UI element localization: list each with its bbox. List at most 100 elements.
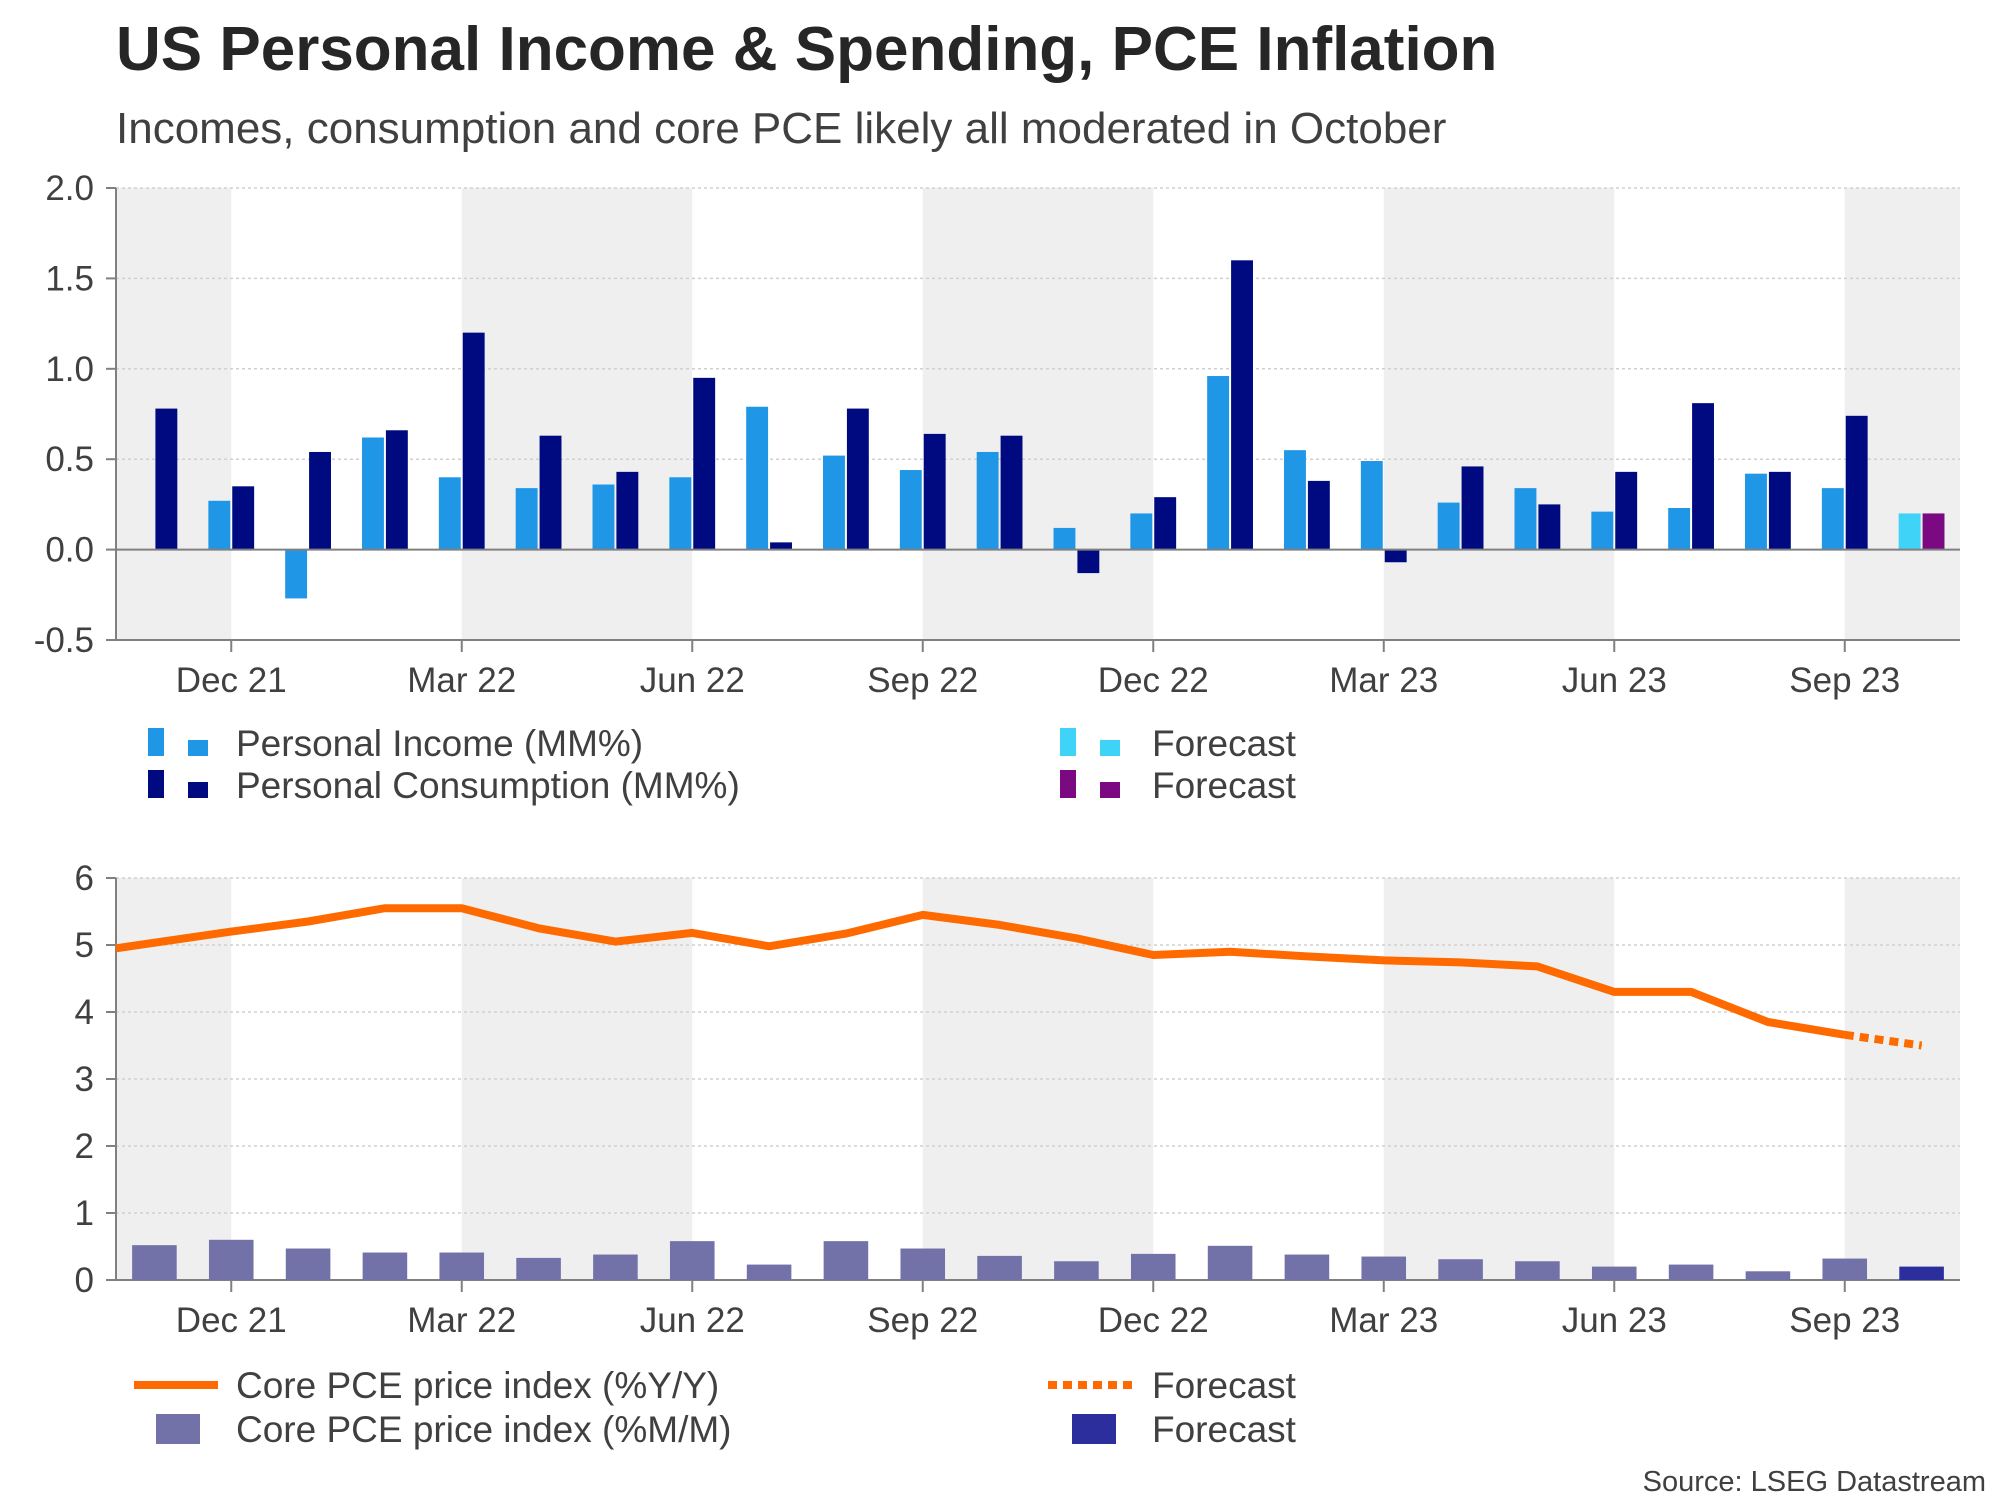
income-bar-22 [1821, 488, 1844, 550]
bottom-ytick-1: 1 [75, 1194, 94, 1233]
mom-bar-2 [285, 1248, 331, 1280]
mom-bar-0 [132, 1245, 177, 1280]
consumption-bar-17 [1461, 466, 1484, 550]
mom-bar-4 [439, 1252, 485, 1280]
income-bar-10 [899, 470, 922, 550]
mom-bar-10 [900, 1248, 946, 1280]
consumption-forecast-bar-23 [1922, 513, 1945, 550]
income-bar-3 [362, 437, 384, 550]
legend-consumption-label: Personal Consumption (MM%) [236, 765, 740, 806]
yoy-point-7 [691, 932, 693, 934]
bottom-ytick-2: 2 [75, 1127, 94, 1166]
income-bar-15 [1284, 450, 1306, 550]
yoy-point-6 [614, 941, 616, 943]
consumption-bar-13 [1154, 497, 1177, 550]
consumption-bar-8 [770, 542, 792, 550]
income-consumption-chart: -0.5 0.0 0.5 1.0 1.5 2.0 Dec 21 Mar 22 Jun 22 Sep… [34, 169, 1960, 700]
bottom-ytick-6: 6 [75, 859, 94, 898]
consumption-bar-9 [846, 408, 869, 550]
mom-bar-19 [1591, 1266, 1637, 1280]
mom-bar-1 [208, 1239, 254, 1280]
yoy-point-19 [1613, 991, 1615, 993]
income-bar-18 [1514, 488, 1537, 550]
bottom-ytick-4: 4 [75, 993, 94, 1032]
top-xtick-3: Sep 22 [867, 661, 978, 700]
bottom-xtick-7: Sep 23 [1789, 1301, 1900, 1340]
chart-subtitle: Incomes, consumption and core PCE likely… [116, 104, 1447, 153]
core-pce-legend: Core PCE price index (%Y/Y) Core PCE pri… [134, 1365, 1297, 1450]
income-bar-7 [669, 477, 692, 550]
top-ytick-1: 0.0 [45, 531, 94, 570]
consumption-bar-18 [1538, 504, 1561, 550]
mom-bar-6 [593, 1254, 638, 1280]
mom-bar-7 [669, 1241, 715, 1280]
mom-bar-5 [516, 1257, 561, 1280]
income-bar-16 [1360, 461, 1383, 550]
yoy-point-8 [768, 945, 770, 947]
legend-consumption-swatch-small [188, 782, 208, 798]
yoy-point-4 [461, 907, 463, 909]
top-xtick-0: Dec 21 [176, 661, 287, 700]
legend-consumption-forecast-swatch-large [1060, 770, 1076, 798]
consumption-bar-2 [309, 451, 331, 550]
income-bar-19 [1591, 511, 1614, 550]
yoy-point-12 [1075, 937, 1077, 939]
bottom-xtick-3: Sep 22 [867, 1301, 978, 1340]
top-ytick-3: 1.0 [45, 350, 94, 389]
consumption-bar-0 [155, 408, 178, 550]
legend-consumption-forecast-label: Forecast [1152, 765, 1297, 806]
income-forecast-bar-23 [1898, 513, 1921, 550]
legend-income-swatch-small [188, 740, 208, 756]
consumption-bar-20 [1692, 403, 1714, 550]
bottom-xtick-4: Dec 22 [1098, 1301, 1209, 1340]
consumption-bar-1 [232, 486, 255, 550]
yoy-point-21 [1767, 1021, 1769, 1023]
top-band-4 [1844, 188, 1960, 640]
legend-income-forecast-label: Forecast [1152, 723, 1297, 764]
mom-forecast-bar-23 [1899, 1266, 1944, 1280]
income-bar-2 [285, 549, 308, 599]
mom-bar-15 [1284, 1254, 1330, 1280]
consumption-bar-14 [1231, 260, 1253, 550]
top-xtick-5: Mar 23 [1329, 661, 1438, 700]
top-band-2 [922, 188, 1154, 640]
bottom-ytick-0: 0 [75, 1261, 94, 1300]
yoy-point-5 [538, 927, 540, 929]
mom-bar-13 [1130, 1253, 1176, 1280]
income-bar-13 [1130, 513, 1153, 550]
top-ytick-2: 0.5 [45, 440, 94, 479]
mom-bar-20 [1668, 1264, 1714, 1280]
mom-bar-9 [823, 1241, 869, 1280]
income-consumption-legend: Personal Income (MM%) Personal Consumpti… [148, 723, 1297, 806]
yoy-point-0 [115, 947, 117, 949]
mom-bar-3 [362, 1252, 408, 1280]
income-bar-8 [746, 406, 769, 550]
top-xtick-4: Dec 22 [1098, 661, 1209, 700]
income-bar-5 [515, 488, 538, 550]
consumption-bar-10 [923, 433, 946, 550]
top-band-1 [461, 188, 693, 640]
bottom-ytick-3: 3 [75, 1060, 94, 1099]
top-xtick-7: Sep 23 [1789, 661, 1900, 700]
mom-bar-18 [1515, 1261, 1560, 1280]
consumption-bar-11 [1000, 435, 1023, 550]
top-ytick-4: 1.5 [45, 259, 94, 298]
yoy-point-18 [1536, 965, 1538, 967]
legend-income-swatch-large [148, 728, 164, 756]
legend-consumption-forecast-swatch-small [1100, 782, 1120, 798]
yoy-point-3 [384, 907, 386, 909]
income-bar-21 [1745, 473, 1767, 550]
source-note: Source: LSEG Datastream [1642, 1466, 1986, 1498]
legend-mom-forecast-label: Forecast [1152, 1409, 1297, 1450]
yoy-point-2 [307, 921, 309, 923]
legend-income-forecast-swatch-large [1060, 728, 1076, 756]
consumption-bar-22 [1845, 415, 1868, 550]
income-bar-14 [1207, 376, 1230, 550]
legend-mom-bar-swatch [156, 1414, 200, 1444]
income-bar-20 [1668, 508, 1691, 550]
chart-title: US Personal Income & Spending, PCE Infla… [116, 15, 1498, 84]
yoy-point-20 [1690, 991, 1692, 993]
legend-consumption-swatch-large [148, 770, 164, 798]
yoy-point-10 [922, 914, 924, 916]
legend-income-forecast-swatch-small [1100, 740, 1120, 756]
